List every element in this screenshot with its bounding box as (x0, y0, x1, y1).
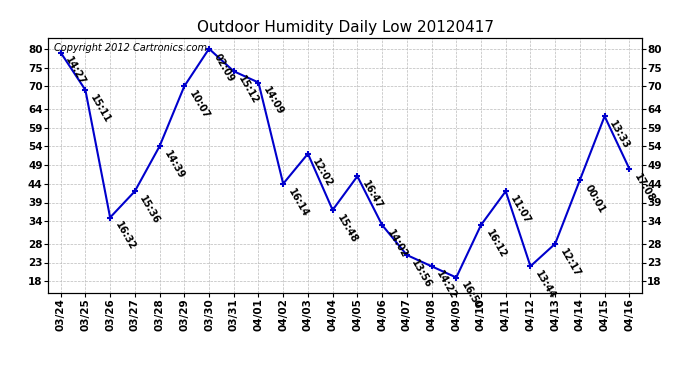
Text: 14:22: 14:22 (434, 269, 458, 301)
Text: 00:01: 00:01 (582, 183, 607, 214)
Text: 15:48: 15:48 (335, 213, 359, 245)
Text: 12:02: 12:02 (310, 156, 335, 188)
Text: 15:11: 15:11 (88, 93, 112, 124)
Text: 13:44: 13:44 (533, 269, 558, 301)
Text: 11:07: 11:07 (509, 194, 533, 226)
Text: 13:33: 13:33 (607, 119, 631, 151)
Text: 16:50: 16:50 (459, 280, 483, 312)
Text: 13:56: 13:56 (410, 258, 434, 290)
Text: 17:08: 17:08 (632, 171, 656, 204)
Text: Copyright 2012 Cartronics.com: Copyright 2012 Cartronics.com (55, 43, 207, 52)
Text: 02:09: 02:09 (212, 51, 236, 83)
Text: 16:14: 16:14 (286, 186, 310, 218)
Text: 10:07: 10:07 (187, 89, 211, 121)
Text: 14:02: 14:02 (385, 228, 409, 260)
Text: 15:36: 15:36 (137, 194, 161, 226)
Text: 12:17: 12:17 (558, 246, 582, 278)
Text: 16:12: 16:12 (484, 228, 508, 260)
Text: 14:27: 14:27 (63, 55, 88, 87)
Text: 14:39: 14:39 (162, 149, 186, 181)
Title: Outdoor Humidity Daily Low 20120417: Outdoor Humidity Daily Low 20120417 (197, 20, 493, 35)
Text: 16:47: 16:47 (360, 179, 384, 211)
Text: 15:12: 15:12 (237, 74, 261, 106)
Text: 16:32: 16:32 (113, 220, 137, 252)
Text: 14:09: 14:09 (262, 85, 286, 117)
